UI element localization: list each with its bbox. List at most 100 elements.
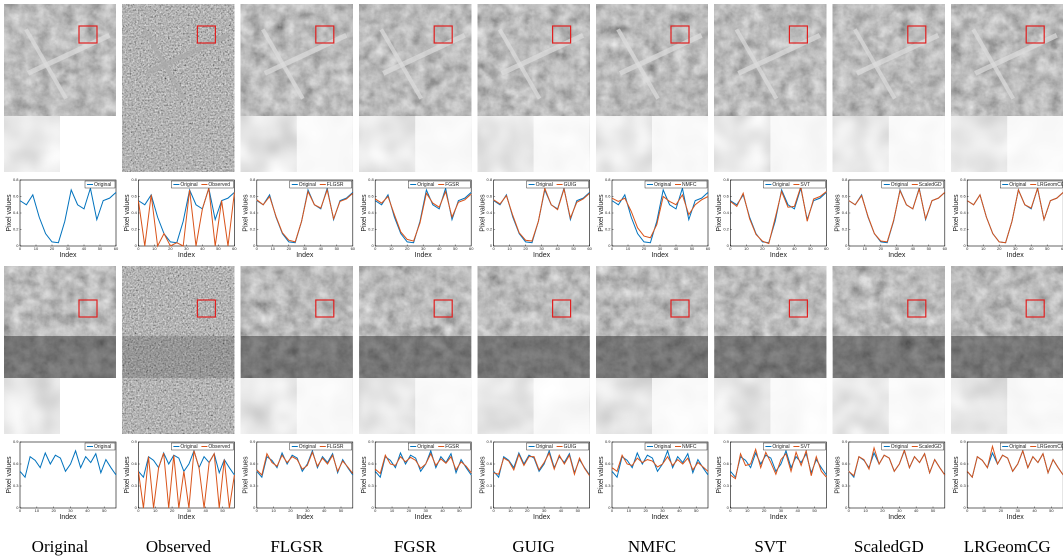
method-caption: FGSR <box>394 537 437 556</box>
y-tick-label: 0.6 <box>368 194 374 199</box>
recon-line <box>848 445 946 477</box>
x-tick-label: 10 <box>744 246 749 251</box>
plot-frame <box>730 441 827 509</box>
x-axis-label: Index <box>770 514 788 521</box>
x-axis-label: Index <box>888 252 906 259</box>
y-axis-label: Pixel values <box>124 194 131 232</box>
zoom-box <box>315 25 335 44</box>
recon-line <box>493 186 590 242</box>
legend-label: GUIG <box>564 182 577 188</box>
x-tick-label: 30 <box>895 246 900 251</box>
recon-line <box>256 450 354 476</box>
x-tick-label: 40 <box>1029 246 1034 251</box>
zoom-crop <box>596 116 652 172</box>
x-tick-label: 50 <box>339 508 344 513</box>
x-tick-label: 40 <box>85 508 90 513</box>
zoom-crop <box>359 116 416 172</box>
y-tick-label: 0 <box>727 243 730 248</box>
y-tick-label: 0.2 <box>723 227 729 232</box>
y-tick-label: 0 <box>963 243 966 248</box>
x-tick-label: 20 <box>880 508 885 513</box>
y-tick-label: 0.8 <box>605 177 611 182</box>
original-line <box>848 188 946 244</box>
original-line <box>611 449 709 479</box>
x-tick-label: 10 <box>981 246 986 251</box>
x-tick-label: 0 <box>19 508 22 513</box>
x-tick-label: 20 <box>999 508 1004 513</box>
x-tick-label: 50 <box>576 508 581 513</box>
x-axis-label: Index <box>533 252 551 259</box>
y-tick-label: 0.8 <box>368 177 374 182</box>
zoom-box <box>551 299 572 318</box>
zoom-box <box>670 25 690 44</box>
y-tick-label: 0.6 <box>723 461 729 466</box>
dark-region <box>240 336 353 378</box>
plot-frame <box>611 179 709 247</box>
x-tick-label: 0 <box>848 246 851 251</box>
legend-label: Original <box>417 182 434 188</box>
legend-label: LRGeomCG <box>1037 182 1063 188</box>
zoom-crop <box>951 378 1008 434</box>
x-tick-label: 30 <box>303 246 308 251</box>
x-tick-label: 60 <box>1061 246 1063 251</box>
y-axis-label: Pixel values <box>361 194 368 232</box>
y-tick-label: 0 <box>490 243 493 248</box>
y-tick-label: 0.2 <box>960 227 966 232</box>
original-line <box>256 188 354 244</box>
x-tick-label: 40 <box>677 508 682 513</box>
y-tick-label: 0.3 <box>368 483 374 488</box>
x-tick-label: 40 <box>911 246 916 251</box>
x-tick-label: 60 <box>351 246 356 251</box>
y-tick-label: 0 <box>253 243 256 248</box>
y-tick-label: 0.4 <box>368 210 374 215</box>
x-tick-label: 0 <box>611 508 614 513</box>
y-tick-label: 0.8 <box>842 177 848 182</box>
runway <box>261 28 305 100</box>
y-tick-label: 0.3 <box>605 483 611 488</box>
x-tick-label: 10 <box>507 246 512 251</box>
y-tick-label: 0.4 <box>487 210 493 215</box>
x-tick-label: 0 <box>374 508 377 513</box>
legend-label: FLGSR <box>327 182 344 188</box>
y-tick-label: 0 <box>135 505 138 510</box>
y-tick-label: 0.4 <box>13 210 19 215</box>
y-tick-label: 0.3 <box>13 483 19 488</box>
x-tick-label: 40 <box>437 246 442 251</box>
y-tick-label: 0.3 <box>250 483 256 488</box>
y-tick-label: 0.6 <box>368 461 374 466</box>
zoom-box <box>907 299 927 318</box>
y-tick-label: 0.3 <box>723 483 729 488</box>
zoom-box <box>315 299 335 318</box>
y-tick-label: 0.6 <box>842 461 848 466</box>
x-tick-label: 40 <box>796 508 801 513</box>
original-line <box>611 188 709 244</box>
x-tick-label: 0 <box>492 508 495 513</box>
y-tick-label: 0.9 <box>960 439 966 444</box>
y-axis-label: Pixel values <box>835 456 842 494</box>
y-tick-label: 0 <box>963 505 966 510</box>
legend-label: Original <box>654 182 671 188</box>
zoom-crop-overlay <box>415 378 472 434</box>
y-tick-label: 0.6 <box>131 461 137 466</box>
x-tick-label: 20 <box>997 246 1002 251</box>
satellite-image <box>832 266 945 378</box>
x-axis-label: Index <box>1007 514 1025 521</box>
zoom-box <box>788 25 809 44</box>
plot-frame <box>493 179 590 247</box>
legend-label: Original <box>654 444 671 450</box>
x-tick-label: 50 <box>812 508 817 513</box>
recon-line <box>374 452 472 475</box>
zoom-crop <box>477 116 534 172</box>
y-tick-label: 0.6 <box>13 194 19 199</box>
legend-label: Original <box>299 444 316 450</box>
zoom-crop-overlay <box>296 116 353 172</box>
zoom-box <box>78 299 98 318</box>
zoom-crop-overlay <box>888 116 945 172</box>
dark-region <box>122 336 235 378</box>
x-tick-label: 40 <box>674 246 679 251</box>
x-tick-label: 30 <box>1013 246 1018 251</box>
y-axis-label: Pixel values <box>6 456 13 494</box>
legend-label: Original <box>536 182 553 188</box>
plot-frame <box>848 441 946 509</box>
y-axis-label: Pixel values <box>953 456 960 494</box>
